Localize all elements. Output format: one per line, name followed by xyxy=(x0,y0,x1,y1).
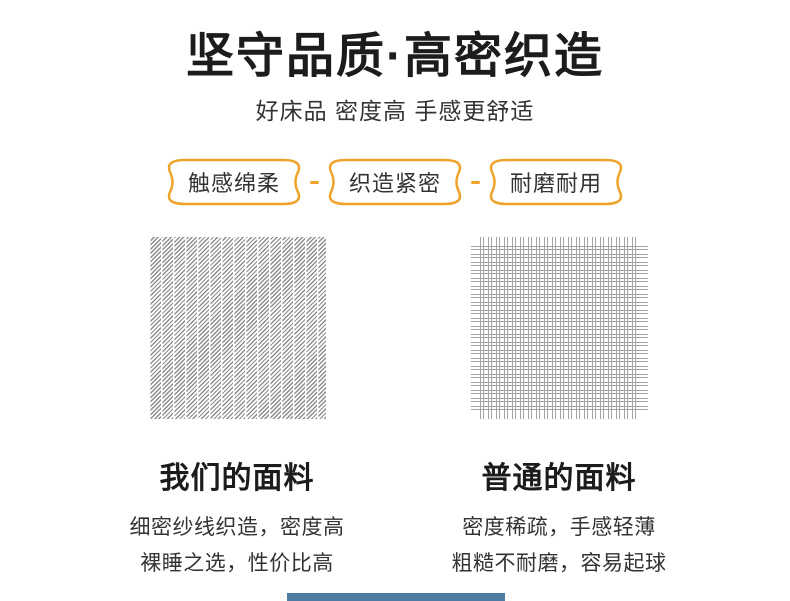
badge-label: 触感绵柔 xyxy=(187,171,280,196)
loose-fabric-swatch xyxy=(470,237,648,419)
our-fabric-column: 我们的面料 细密纱线织造，密度高 裸睡之选，性价比高 xyxy=(97,237,377,582)
weft-threads xyxy=(470,246,648,410)
next-section-bar xyxy=(287,593,505,601)
badge-label: 耐磨耐用 xyxy=(509,171,602,196)
badge-connector-dash xyxy=(471,180,480,184)
our-fabric-desc-line1: 细密纱线织造，密度高 xyxy=(129,516,345,539)
badge-outline-icon xyxy=(489,158,623,206)
ordinary-fabric-desc-line1: 密度稀疏，手感轻薄 xyxy=(462,516,656,539)
our-fabric-heading: 我们的面料 xyxy=(159,462,315,495)
badge-connector-dash xyxy=(310,180,319,184)
feature-badges-row: 触感绵柔 织造紧密 耐磨耐用 xyxy=(0,158,790,206)
dense-fabric-swatch xyxy=(148,237,326,419)
badge-tight-weave: 织造紧密 xyxy=(321,158,469,206)
badge-durable: 耐磨耐用 xyxy=(482,158,630,206)
page-subtitle: 好床品 密度高 手感更舒适 xyxy=(255,98,535,124)
badge-outline-icon xyxy=(167,158,301,206)
our-fabric-desc-line2: 裸睡之选，性价比高 xyxy=(140,552,334,575)
page-title: 坚守品质·高密织造 xyxy=(186,30,604,83)
ordinary-fabric-desc-line2: 粗糙不耐磨，容易起球 xyxy=(451,552,667,575)
ordinary-fabric-column: 普通的面料 密度稀疏，手感轻薄 粗糙不耐磨，容易起球 xyxy=(419,237,699,582)
badge-soft-touch: 触感绵柔 xyxy=(160,158,308,206)
ordinary-fabric-heading: 普通的面料 xyxy=(481,462,637,495)
badge-label: 织造紧密 xyxy=(348,171,441,196)
badge-outline-icon xyxy=(328,158,462,206)
